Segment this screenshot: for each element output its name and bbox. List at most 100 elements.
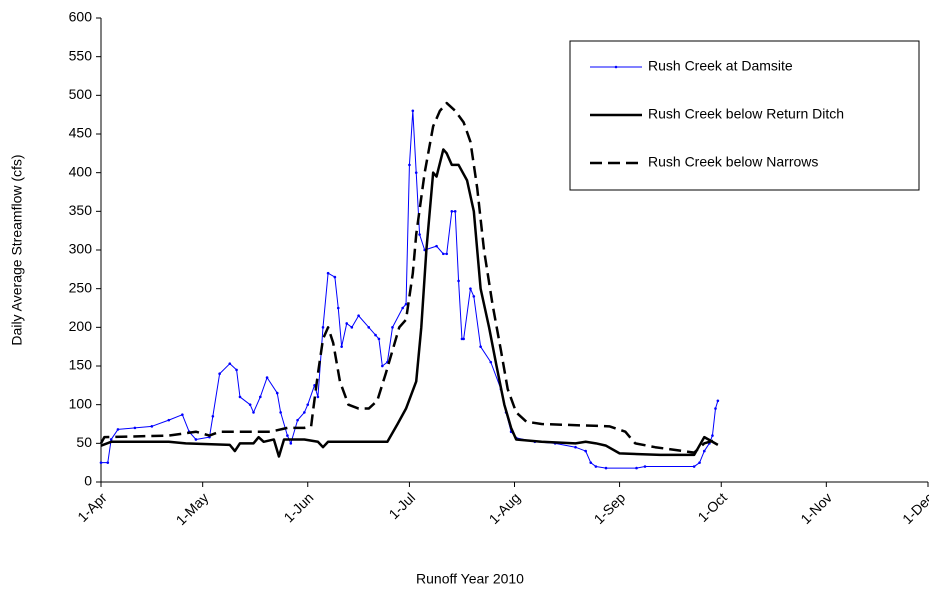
legend-label: Rush Creek below Return Ditch [648,106,844,122]
data-point [584,449,587,453]
data-point [133,426,137,430]
data-point [235,368,238,372]
x-tick-label: 1-Nov [797,489,835,527]
data-point [116,428,120,431]
legend-label: Rush Creek below Narrows [648,154,818,170]
y-tick-label: 200 [69,318,93,334]
data-point [321,326,325,329]
data-point [265,376,269,379]
data-point [340,345,343,348]
data-point [462,337,465,341]
data-point [692,465,696,468]
x-tick-label: 1-Jul [385,489,418,522]
data-point [303,411,306,414]
data-point [457,279,460,283]
data-point [442,252,445,256]
data-point [350,326,354,329]
data-point [374,333,377,337]
data-point [248,403,252,406]
data-point [574,445,577,449]
data-line [99,101,719,454]
data-point [450,210,454,213]
data-point [411,109,415,113]
data-point [279,411,282,414]
data-point [472,295,476,298]
data-point [604,466,608,470]
y-tick-label: 400 [69,163,93,179]
data-point [489,360,493,364]
y-tick-label: 550 [69,47,93,63]
x-tick-label: 1-Jun [280,489,316,525]
x-tick-label: 1-May [173,489,212,528]
x-axis-title: Runoff Year 2010 [416,571,524,587]
data-point [296,418,299,422]
data-point [336,306,340,310]
data-point [703,449,706,453]
data-point [326,271,330,275]
x-tick-label: 1-Apr [74,489,110,525]
y-tick-label: 50 [76,434,92,450]
y-tick-label: 250 [69,279,93,295]
y-tick-label: 600 [69,9,93,25]
data-point [716,399,720,403]
data-line [101,110,719,469]
data-point [150,425,154,428]
x-tick-label: 1-Oct [694,489,730,525]
data-point [258,395,262,399]
data-point [453,210,457,213]
legend-marker [614,65,618,69]
data-line [100,148,719,458]
data-point [289,442,293,445]
data-point [445,252,449,256]
data-point [316,395,320,399]
y-tick-label: 350 [69,202,93,218]
data-point [377,337,381,341]
data-point [333,275,337,279]
data-point [275,391,279,395]
data-point [252,411,255,414]
data-point [194,438,198,441]
data-point [381,364,384,368]
x-tick-label: 1-Sep [591,489,629,527]
data-point [643,465,647,468]
data-point [181,413,184,417]
data-point [345,322,349,325]
data-point [367,326,371,329]
data-point [714,407,717,410]
data-point [408,163,411,167]
data-point [401,306,404,310]
data-point [106,461,110,464]
data-point [391,326,394,329]
x-tick-label: 1-Aug [486,489,524,527]
data-point [404,302,408,306]
data-point [357,314,360,318]
data-point [435,244,438,248]
data-point [698,461,701,464]
data-point [228,362,232,365]
data-point [469,287,472,290]
y-axis-title: Daily Average Streamflow (cfs) [9,154,25,345]
data-point [218,372,221,376]
data-point [414,171,418,174]
data-point [167,418,171,422]
y-tick-label: 300 [69,241,93,257]
data-point [306,403,310,406]
data-point [99,461,103,464]
data-point [635,466,638,470]
legend-label: Rush Creek at Damsite [648,58,793,74]
data-point [109,438,113,441]
y-tick-label: 0 [84,473,92,489]
data-point [418,233,421,236]
y-tick-label: 100 [69,395,93,411]
data-point [594,465,598,468]
data-point [286,434,289,437]
x-tick-label: 1-Dec [899,489,929,527]
data-point [479,345,482,348]
y-tick-label: 450 [69,125,93,141]
data-point [711,434,714,437]
y-tick-label: 500 [69,86,93,102]
y-tick-label: 150 [69,357,93,373]
data-point [238,395,242,399]
data-point [589,461,593,464]
